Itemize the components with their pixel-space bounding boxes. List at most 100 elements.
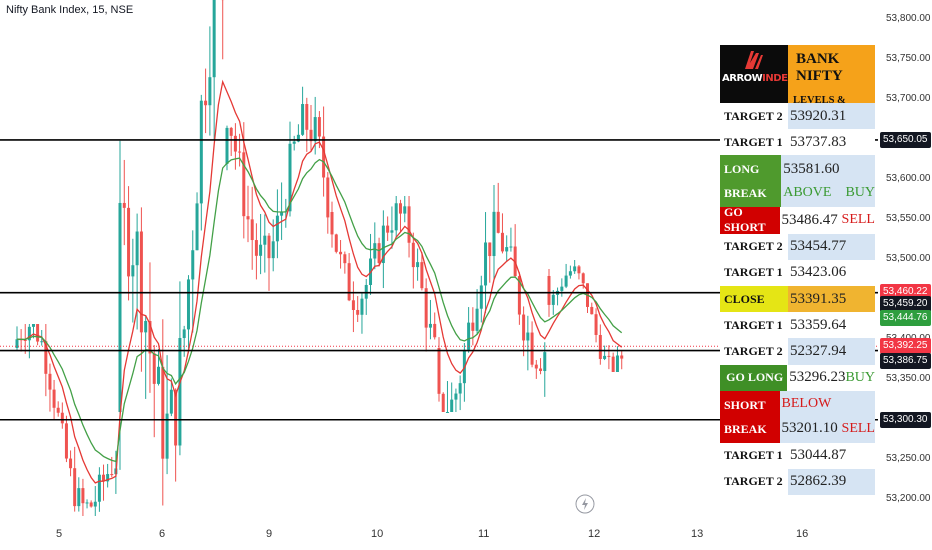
candle-body [93, 501, 97, 507]
go-short-row: GO SHORT 53486.47 SELL [720, 205, 875, 234]
candle-body [102, 474, 106, 482]
candle-body [85, 502, 89, 504]
candle-body [292, 141, 296, 144]
candle-body [271, 241, 275, 259]
level-row: TARGET 1 53044.87 [720, 442, 875, 469]
chart-title: Nifty Bank Index, 15, NSE [6, 4, 134, 16]
x-tick-label: 16 [796, 528, 809, 540]
candle-body [356, 309, 360, 315]
level-value: 52327.94 [788, 338, 875, 365]
levels-panel: ARROWINDEX BANK NIFTY LEVELS & TARGETS T… [720, 45, 875, 496]
signal-line: ABOVE BUY [783, 181, 875, 205]
candle-body [534, 364, 538, 369]
candle-body [56, 407, 60, 413]
go-short-label: GO SHORT [720, 205, 780, 234]
candle-body [450, 399, 454, 412]
candle-body [590, 306, 594, 315]
candle-body [110, 474, 114, 476]
y-tick-label: 53,800.00 [886, 13, 931, 24]
level-value: 52862.39 [788, 468, 875, 496]
candle-body [148, 321, 152, 354]
candle-body [573, 266, 577, 272]
candle-body [603, 355, 607, 359]
go-long-value: 53296.23 BUY [787, 364, 875, 391]
logo-text: ARROWINDEX [722, 73, 788, 84]
y-tick-label: 53,750.00 [886, 53, 931, 64]
candle-body [364, 284, 368, 299]
candle-body [97, 474, 101, 502]
price-tag: 53,459.20 [880, 296, 931, 312]
candle-body [564, 275, 568, 287]
candle-body [186, 279, 190, 330]
sell-signal: SELL [841, 212, 875, 228]
candle-body [607, 355, 611, 357]
long-break-value: 53581.60 ABOVE BUY [781, 155, 875, 208]
candle-body [106, 474, 110, 482]
panel-title: BANK NIFTY [796, 51, 843, 84]
candle-body [475, 308, 479, 331]
price-tag: 53,444.76 [880, 309, 931, 326]
candle-body [199, 100, 203, 204]
short-break-row: SHORT BREAK BELOW 53201.10 SELL [720, 390, 875, 443]
candle-body [212, 0, 216, 78]
level-value: 53359.64 [788, 312, 875, 339]
candle-body [69, 458, 73, 469]
level-label: TARGET 1 [720, 129, 788, 156]
candle-body [250, 219, 254, 241]
candle-body [191, 250, 195, 280]
close-row: CLOSE 53391.35 [720, 285, 875, 313]
level-row: TARGET 2 53454.77 [720, 233, 875, 260]
candle-body [288, 143, 292, 212]
candle-body [233, 135, 237, 152]
candle-body [496, 211, 500, 233]
candle-body [433, 323, 437, 338]
level-value: 53201.10 [781, 420, 838, 437]
candle-body [161, 366, 165, 459]
x-tick-label: 5 [56, 528, 63, 540]
candle-body [509, 246, 513, 248]
y-tick-label: 53,550.00 [886, 213, 931, 224]
level-value: 53737.83 [788, 129, 875, 156]
candle-body [339, 251, 343, 255]
go-long-label: GO LONG [720, 364, 788, 391]
candle-body [441, 393, 445, 412]
panel-title-box: BANK NIFTY LEVELS & TARGETS [788, 45, 875, 117]
candle-body [445, 412, 449, 413]
price-tag: 53,386.75 [880, 352, 931, 369]
candle-body [351, 300, 355, 310]
candle-body [326, 177, 330, 218]
candle-body [52, 389, 56, 408]
candle-body [560, 286, 564, 291]
candle-body [238, 151, 242, 153]
candle-body [471, 322, 475, 331]
level-row: TARGET 2 52327.94 [720, 338, 875, 365]
x-tick-label: 13 [691, 528, 704, 540]
candle-body [539, 368, 543, 372]
level-value: 53454.77 [788, 233, 875, 260]
level-row: TARGET 2 52862.39 [720, 468, 875, 496]
long-break-row: LONG BREAK 53581.60 ABOVE BUY [720, 155, 875, 208]
price-tag: 53,460.22 [880, 283, 931, 300]
candle-body [522, 314, 526, 341]
candle-body [254, 240, 258, 256]
y-tick-label: 53,700.00 [886, 93, 931, 104]
candle-body [131, 265, 135, 277]
candle-body [594, 314, 598, 335]
candle-body [416, 262, 420, 268]
candle-body [89, 502, 93, 507]
candle-body [182, 329, 186, 339]
level-row: TARGET 2 53920.31 [720, 103, 875, 130]
candle-body [407, 206, 411, 243]
level-value: 53296.23 [789, 369, 846, 386]
below-word: BELOW [781, 396, 832, 412]
signal-line: 53201.10 SELL [782, 416, 875, 441]
break-label: BREAK [724, 421, 767, 436]
candle-body [577, 266, 581, 274]
candle-body [204, 100, 208, 106]
candle-body [135, 231, 139, 266]
level-value: 53044.87 [788, 442, 875, 469]
candle-body [394, 203, 398, 231]
candle-body [424, 288, 428, 328]
level-value: 53581.60 [783, 161, 840, 178]
y-tick-label: 53,500.00 [886, 253, 931, 264]
